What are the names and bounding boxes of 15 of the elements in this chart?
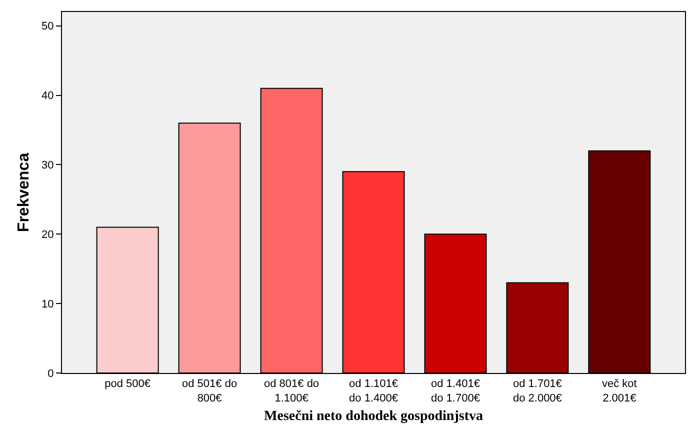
x-tick-label: od 1.101€ do 1.400€ [349,378,398,404]
x-tick-label: od 501€ do 800€ [182,378,238,404]
y-tick-label: 30 [42,160,54,172]
x-tick-label: od 1.401€ do 1.700€ [431,378,480,404]
y-tick-label: 10 [42,298,54,310]
y-tick-label: 50 [42,20,54,33]
y-tick-label: 40 [42,90,54,102]
x-tick-label: pod 500€ [104,378,151,390]
y-tick-label: 20 [42,229,54,241]
y-axis-title: Frekvenca [15,152,32,232]
x-tick-label: od 801€ do 1.100€ [264,378,320,404]
y-tick-label: 0 [48,368,54,380]
x-tick-label: od 1.701€ do 2.000€ [512,378,562,404]
x-tick-label: več kot 2.001€ [602,378,637,404]
x-axis-title: Mesečni neto dohodek gospodinjstva [264,408,483,424]
